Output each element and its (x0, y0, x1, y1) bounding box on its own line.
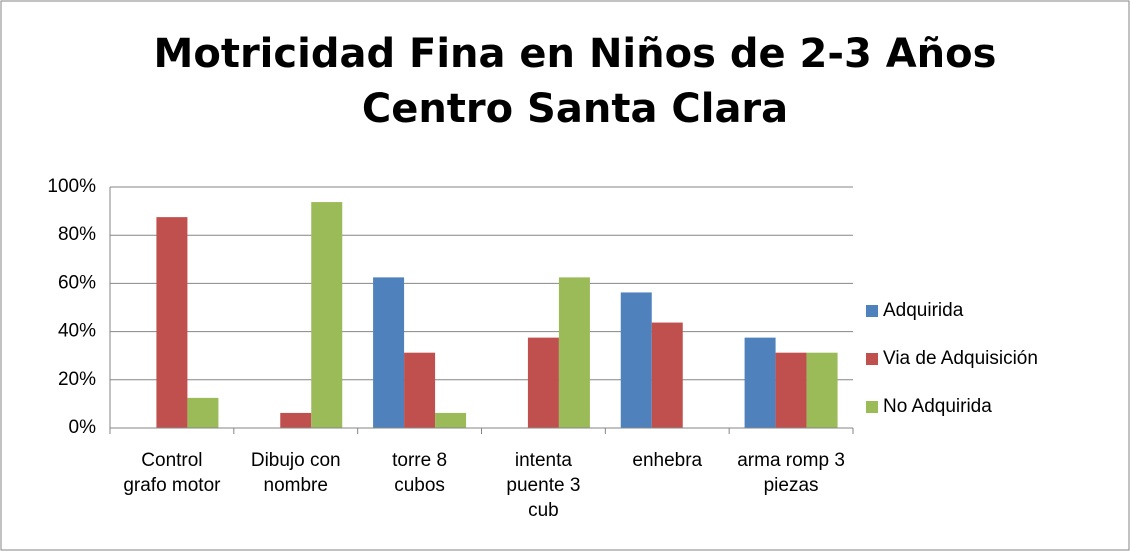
x-label-box: enhebra (632, 450, 703, 471)
bar (651, 322, 683, 428)
y-tick-label: 60% (58, 272, 96, 293)
bar (744, 337, 776, 428)
y-tick-label: 40% (58, 321, 96, 342)
y-tick-label: 80% (58, 224, 96, 245)
x-label-box: torre 8 cubos (392, 450, 448, 496)
legend-swatch (866, 401, 878, 413)
x-tick-label: Dibujo con nombre (250, 450, 341, 496)
bar (280, 412, 312, 428)
chart-title: Motricidad Fina en Niños de 2-3 Años Cen… (153, 31, 997, 132)
bar (187, 397, 219, 428)
title-box: Motricidad Fina en Niños de 2-3 Años Cen… (153, 31, 997, 132)
bar (156, 217, 188, 428)
x-tick-label: arma romp 3 piezas (737, 450, 845, 496)
legend-swatch (866, 305, 878, 317)
bar (373, 277, 405, 428)
bar (806, 352, 838, 428)
x-tick-label: intenta puente 3 cub (506, 450, 581, 521)
legend-label: Via de Adquisición (883, 348, 1038, 369)
bar (558, 277, 590, 428)
bar (527, 337, 559, 428)
bar (404, 352, 436, 428)
legend-swatch (866, 353, 878, 365)
x-tick-label: torre 8 cubos (392, 450, 448, 496)
x-tick-label: enhebra (632, 450, 703, 471)
legend-label: No Adquirida (883, 396, 992, 417)
y-tick-label: 0% (69, 417, 97, 438)
bar (620, 292, 652, 428)
bar (311, 202, 343, 428)
x-tick-label: Control grafo motor (123, 450, 221, 496)
x-label-box: intenta puente 3 cub (506, 450, 581, 521)
bar (435, 412, 467, 428)
bar (775, 352, 807, 428)
x-label-box: Dibujo con nombre (250, 450, 341, 496)
x-label-box: Control grafo motor (123, 450, 221, 496)
y-tick-label: 100% (47, 176, 96, 197)
y-tick-label: 20% (58, 369, 96, 390)
legend-label: Adquirida (883, 300, 964, 321)
x-label-box: arma romp 3 piezas (737, 450, 845, 496)
